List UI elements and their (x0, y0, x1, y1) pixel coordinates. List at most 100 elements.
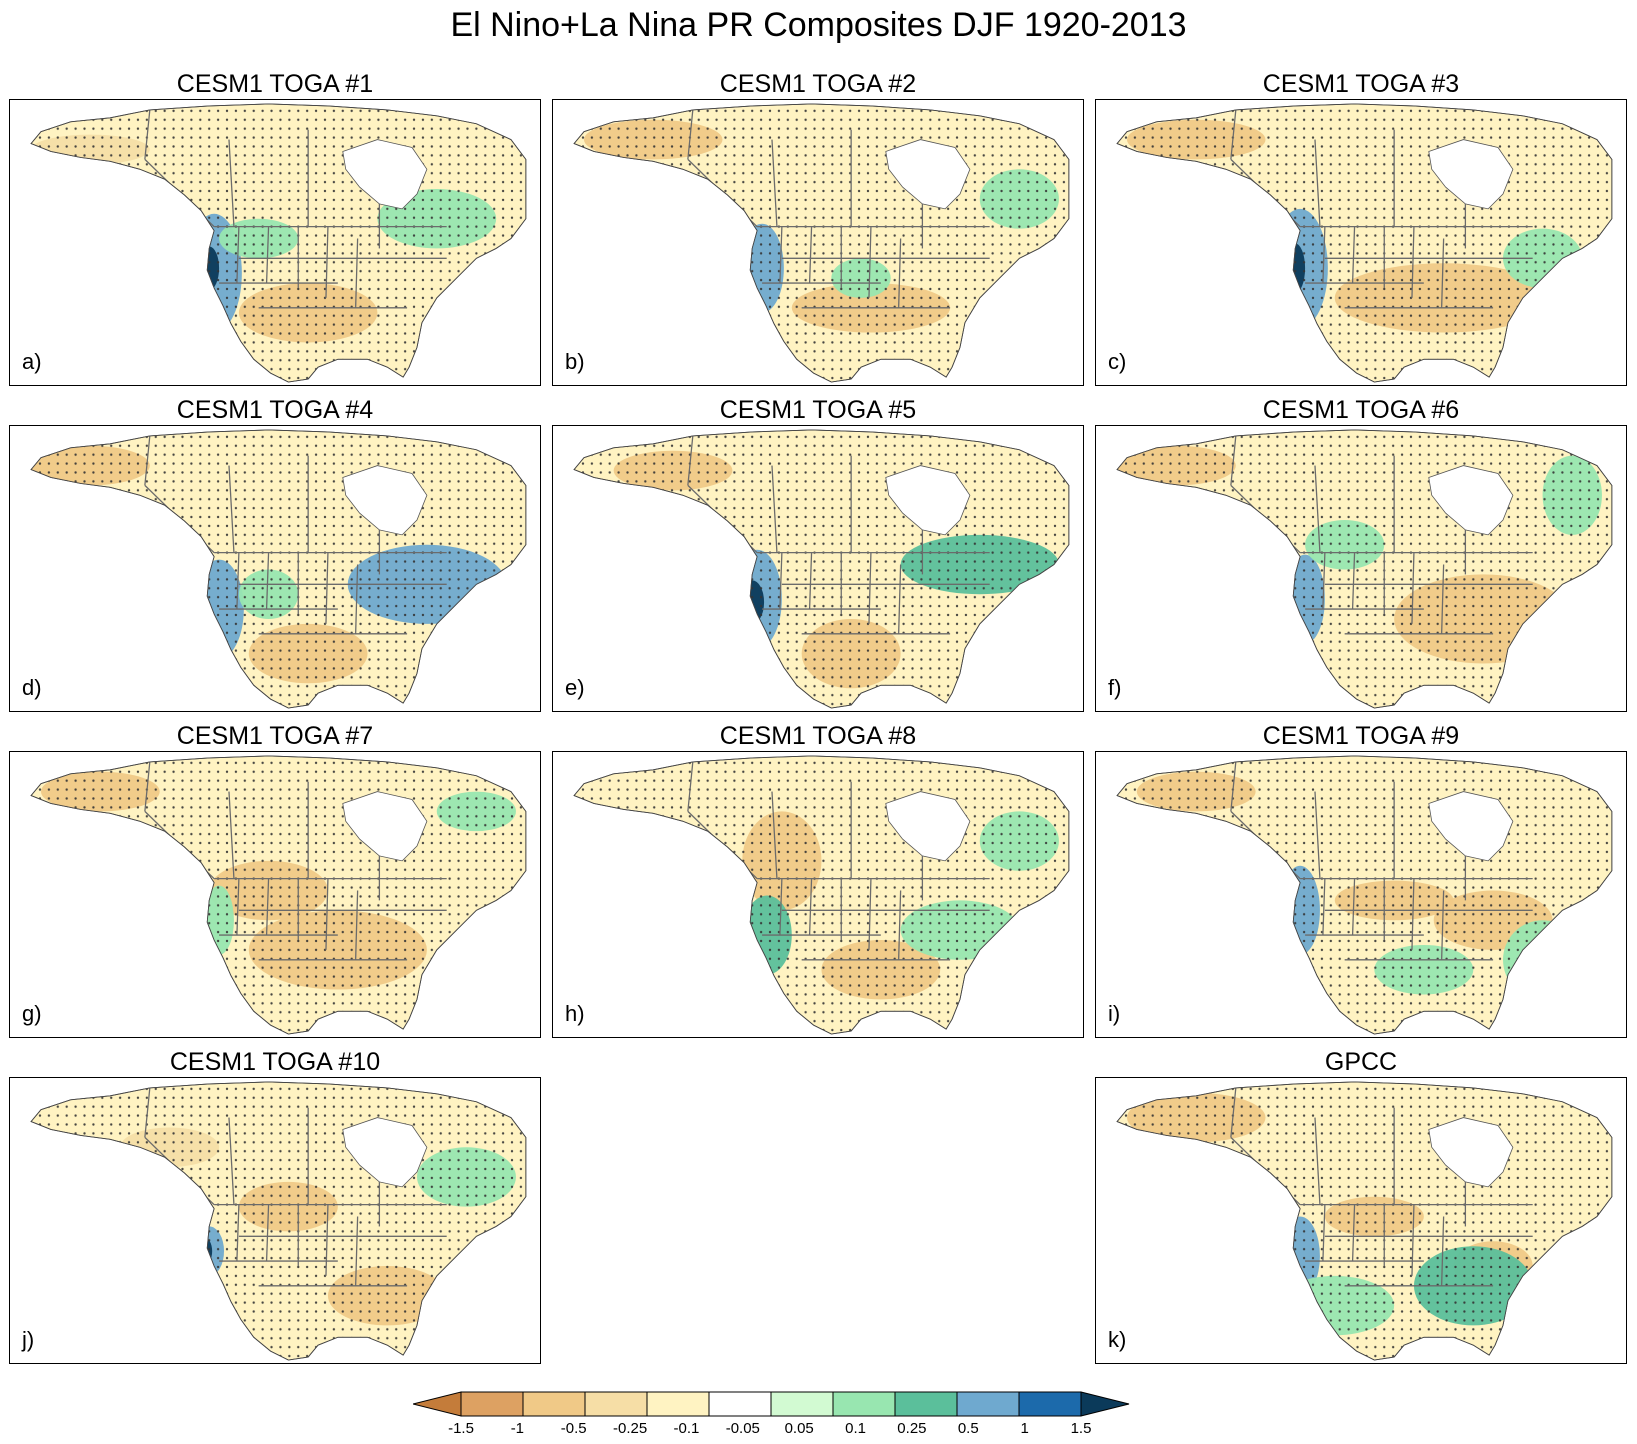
political-border (1230, 761, 1237, 812)
political-border (265, 552, 270, 610)
political-border (1322, 552, 1326, 610)
hudson-bay (342, 1117, 428, 1188)
political-border (687, 761, 694, 812)
significance-stippling (1117, 429, 1612, 709)
hudson-bay (342, 139, 428, 210)
coastline (1116, 429, 1613, 709)
panel-title-k: GPCC (1324, 1048, 1398, 1076)
panel-title-c: CESM1 TOGA #3 (1262, 70, 1460, 98)
panel-label-e: e) (565, 675, 585, 700)
precip-map (30, 103, 527, 383)
political-border (144, 1087, 151, 1138)
panel-title-h: CESM1 TOGA #8 (719, 722, 917, 750)
hudson-bay (1428, 139, 1514, 210)
political-border (1411, 878, 1415, 950)
political-border (325, 226, 329, 298)
political-border (687, 109, 694, 160)
political-border (265, 878, 270, 936)
political-border (1322, 1204, 1326, 1262)
political-border (1230, 109, 1237, 160)
coastline (573, 103, 1070, 383)
hudson-bay (1428, 465, 1514, 536)
political-border (808, 878, 813, 936)
political-border (868, 878, 872, 950)
panel-title-e: CESM1 TOGA #5 (719, 396, 917, 424)
political-border (354, 1216, 359, 1286)
map-panel-j: j) (9, 1077, 541, 1364)
colorbar-box (708, 1391, 772, 1417)
political-border (325, 878, 329, 950)
panel-title-a: CESM1 TOGA #1 (176, 70, 374, 98)
precip-map (30, 755, 527, 1035)
precip-map (1116, 103, 1613, 383)
coastline (573, 429, 1070, 709)
political-border (354, 238, 359, 308)
political-border (1322, 226, 1326, 284)
political-border (1440, 890, 1445, 960)
political-border (265, 1204, 270, 1262)
political-border (1314, 791, 1321, 879)
colorbar-tick-label: -1.5 (448, 1420, 474, 1437)
political-border (1440, 1216, 1445, 1286)
political-border (771, 791, 778, 879)
precip-map (1116, 755, 1613, 1035)
colorbar-box (1018, 1391, 1082, 1417)
coastline (30, 103, 527, 383)
colorbar-tick-label: 0.5 (957, 1420, 979, 1437)
significance-stippling (574, 103, 1069, 383)
political-border (228, 139, 235, 227)
colorbar-box (770, 1391, 834, 1417)
hudson-bay (885, 139, 971, 210)
political-border (808, 226, 813, 284)
map-panel-d: d) (9, 425, 541, 712)
political-border (1230, 1087, 1237, 1138)
map-panel-g: g) (9, 751, 541, 1038)
panel-label-j: j) (22, 1327, 35, 1352)
colorbar-box (956, 1391, 1020, 1417)
panel-label-d: d) (22, 675, 42, 700)
figure-title: El Nino+La Nina PR Composites DJF 1920-2… (450, 6, 1187, 44)
political-border (771, 465, 778, 553)
hudson-bay (342, 791, 428, 862)
significance-stippling (1117, 755, 1612, 1035)
precip-map (573, 103, 1070, 383)
political-border (228, 465, 235, 553)
political-border (354, 564, 359, 634)
precip-map (1116, 1081, 1613, 1361)
hudson-bay (1428, 1117, 1514, 1188)
political-border (868, 552, 872, 624)
significance-stippling (31, 755, 526, 1035)
colorbar-box (646, 1391, 710, 1417)
political-border (1230, 435, 1237, 486)
colorbar-tick-label: -0.25 (612, 1420, 648, 1437)
precip-map (30, 429, 527, 709)
political-border (779, 878, 783, 936)
coastline (1116, 103, 1613, 383)
map-panel-c: c) (1095, 99, 1627, 386)
colorbar-box (894, 1391, 958, 1417)
political-border (779, 226, 783, 284)
precip-map (1116, 429, 1613, 709)
political-border (1351, 226, 1356, 284)
political-border (1314, 1117, 1321, 1205)
panel-title-d: CESM1 TOGA #4 (176, 396, 374, 424)
panel-title-i: CESM1 TOGA #9 (1262, 722, 1460, 750)
colorbar-tick-label: 0.25 (897, 1420, 927, 1437)
colorbar (413, 1391, 1130, 1417)
significance-stippling (31, 1081, 526, 1361)
colorbar-tick-label: -0.1 (673, 1420, 700, 1437)
colorbar-tick-label: -0.5 (560, 1420, 587, 1437)
colorbar-box (584, 1391, 648, 1417)
political-border (228, 791, 235, 879)
panel-label-g: g) (22, 1001, 42, 1026)
political-border (1440, 564, 1445, 634)
precip-map (573, 755, 1070, 1035)
panel-label-b: b) (565, 349, 585, 374)
coastline (1116, 755, 1613, 1035)
political-border (236, 226, 240, 284)
panel-label-k: k) (1108, 1327, 1127, 1352)
political-border (868, 226, 872, 298)
panel-title-j: CESM1 TOGA #10 (169, 1048, 381, 1076)
precip-map (573, 429, 1070, 709)
panel-title-f: CESM1 TOGA #6 (1262, 396, 1460, 424)
